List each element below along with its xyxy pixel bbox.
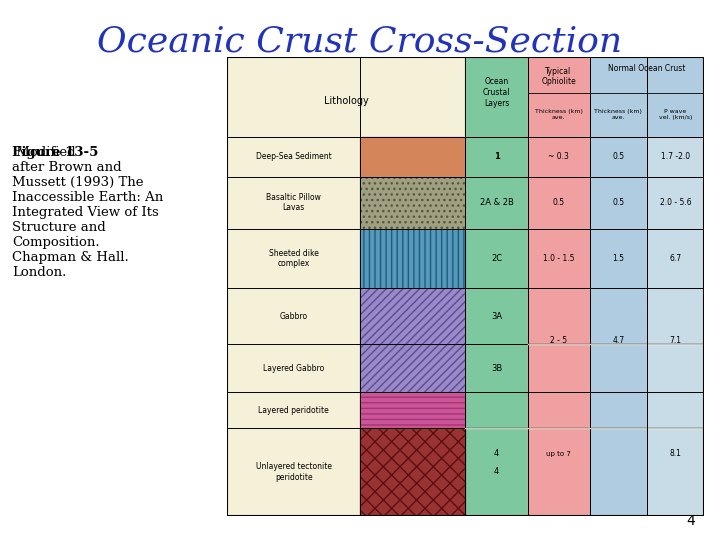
Text: 3B: 3B: [491, 364, 502, 373]
Bar: [466, 288, 528, 345]
Bar: [227, 428, 466, 516]
Bar: [466, 137, 528, 177]
Text: 8.1: 8.1: [670, 449, 681, 458]
Text: Normal Ocean Crust: Normal Ocean Crust: [608, 64, 685, 73]
Bar: [361, 345, 466, 392]
Bar: [528, 137, 590, 177]
Text: Typical
Ophiolite: Typical Ophiolite: [541, 67, 576, 86]
Text: Figure 13-5: Figure 13-5: [12, 146, 99, 159]
Bar: [528, 288, 590, 345]
Text: 7.1: 7.1: [670, 336, 682, 345]
Text: Ocean
Crustal
Layers: Ocean Crustal Layers: [482, 77, 510, 109]
Text: Basaltic Pillow
Lavas: Basaltic Pillow Lavas: [266, 193, 321, 213]
Bar: [227, 57, 466, 137]
Text: Gabbro: Gabbro: [279, 312, 307, 321]
Bar: [647, 345, 704, 392]
Bar: [528, 177, 590, 229]
Text: Modified
after Brown and
Mussett (1993) The
Inaccessible Earth: An
Integrated Vi: Modified after Brown and Mussett (1993) …: [12, 146, 163, 279]
Text: 2A & 2B: 2A & 2B: [480, 198, 513, 207]
Text: P wave
vel. (km/s): P wave vel. (km/s): [659, 109, 692, 120]
Text: Thickness (km)
ave.: Thickness (km) ave.: [535, 109, 582, 120]
Text: Layered peridotite: Layered peridotite: [258, 406, 329, 415]
Bar: [361, 428, 466, 516]
Bar: [528, 229, 590, 288]
Bar: [590, 137, 647, 177]
Bar: [361, 177, 466, 229]
Text: 1.5: 1.5: [612, 254, 624, 263]
Bar: [590, 288, 647, 345]
Text: Sheeted dike
complex: Sheeted dike complex: [269, 249, 318, 268]
Bar: [590, 177, 647, 229]
Text: Oceanic Crust Cross-Section: Oceanic Crust Cross-Section: [97, 24, 623, 58]
Bar: [590, 392, 647, 428]
Bar: [466, 177, 528, 229]
Text: 4: 4: [686, 514, 695, 528]
Bar: [227, 345, 466, 392]
Bar: [590, 428, 647, 516]
Text: ~ 0.3: ~ 0.3: [548, 152, 569, 161]
Bar: [466, 345, 528, 392]
Text: Deep-Sea Sediment: Deep-Sea Sediment: [256, 152, 331, 161]
Text: 4: 4: [494, 449, 499, 458]
Bar: [361, 137, 466, 177]
Text: Lithology: Lithology: [324, 96, 369, 106]
Text: 0.5: 0.5: [612, 152, 624, 161]
Bar: [227, 288, 466, 345]
Bar: [227, 229, 466, 288]
Bar: [528, 345, 590, 392]
Bar: [647, 288, 704, 345]
Bar: [590, 229, 647, 288]
Text: 3A: 3A: [491, 312, 502, 321]
Text: Unlayered tectonite
peridotite: Unlayered tectonite peridotite: [256, 462, 332, 482]
Bar: [466, 392, 528, 428]
Bar: [361, 288, 466, 345]
Bar: [361, 288, 466, 392]
Bar: [528, 428, 590, 516]
Text: 0.5: 0.5: [612, 198, 624, 207]
Text: Thickness (km)
ave.: Thickness (km) ave.: [594, 109, 642, 120]
Text: up to 7: up to 7: [546, 451, 571, 457]
Bar: [466, 57, 528, 137]
Text: 1: 1: [494, 152, 500, 161]
Bar: [227, 177, 466, 229]
Bar: [361, 392, 466, 428]
Bar: [227, 137, 466, 177]
Bar: [361, 392, 466, 428]
Bar: [647, 137, 704, 177]
Text: 0.5: 0.5: [552, 198, 564, 207]
Bar: [227, 392, 466, 428]
Bar: [361, 177, 466, 229]
Bar: [647, 428, 704, 516]
Text: 6.7: 6.7: [670, 254, 682, 263]
Bar: [528, 57, 590, 137]
Bar: [466, 428, 528, 516]
Text: Layered Gabbro: Layered Gabbro: [263, 364, 324, 373]
Bar: [466, 229, 528, 288]
Bar: [361, 428, 466, 516]
Text: 4.7: 4.7: [612, 336, 624, 345]
Text: 1.7 -2.0: 1.7 -2.0: [661, 152, 690, 161]
Text: 4: 4: [494, 467, 499, 476]
Bar: [647, 392, 704, 428]
Text: 2C: 2C: [491, 254, 502, 263]
Text: 2 - 5: 2 - 5: [550, 336, 567, 345]
Bar: [590, 345, 647, 392]
Bar: [361, 229, 466, 288]
Text: 1.0 - 1.5: 1.0 - 1.5: [543, 254, 575, 263]
Bar: [647, 177, 704, 229]
Bar: [528, 392, 590, 428]
Text: 2.0 - 5.6: 2.0 - 5.6: [660, 198, 691, 207]
Bar: [590, 57, 704, 137]
Bar: [647, 229, 704, 288]
Bar: [361, 229, 466, 288]
